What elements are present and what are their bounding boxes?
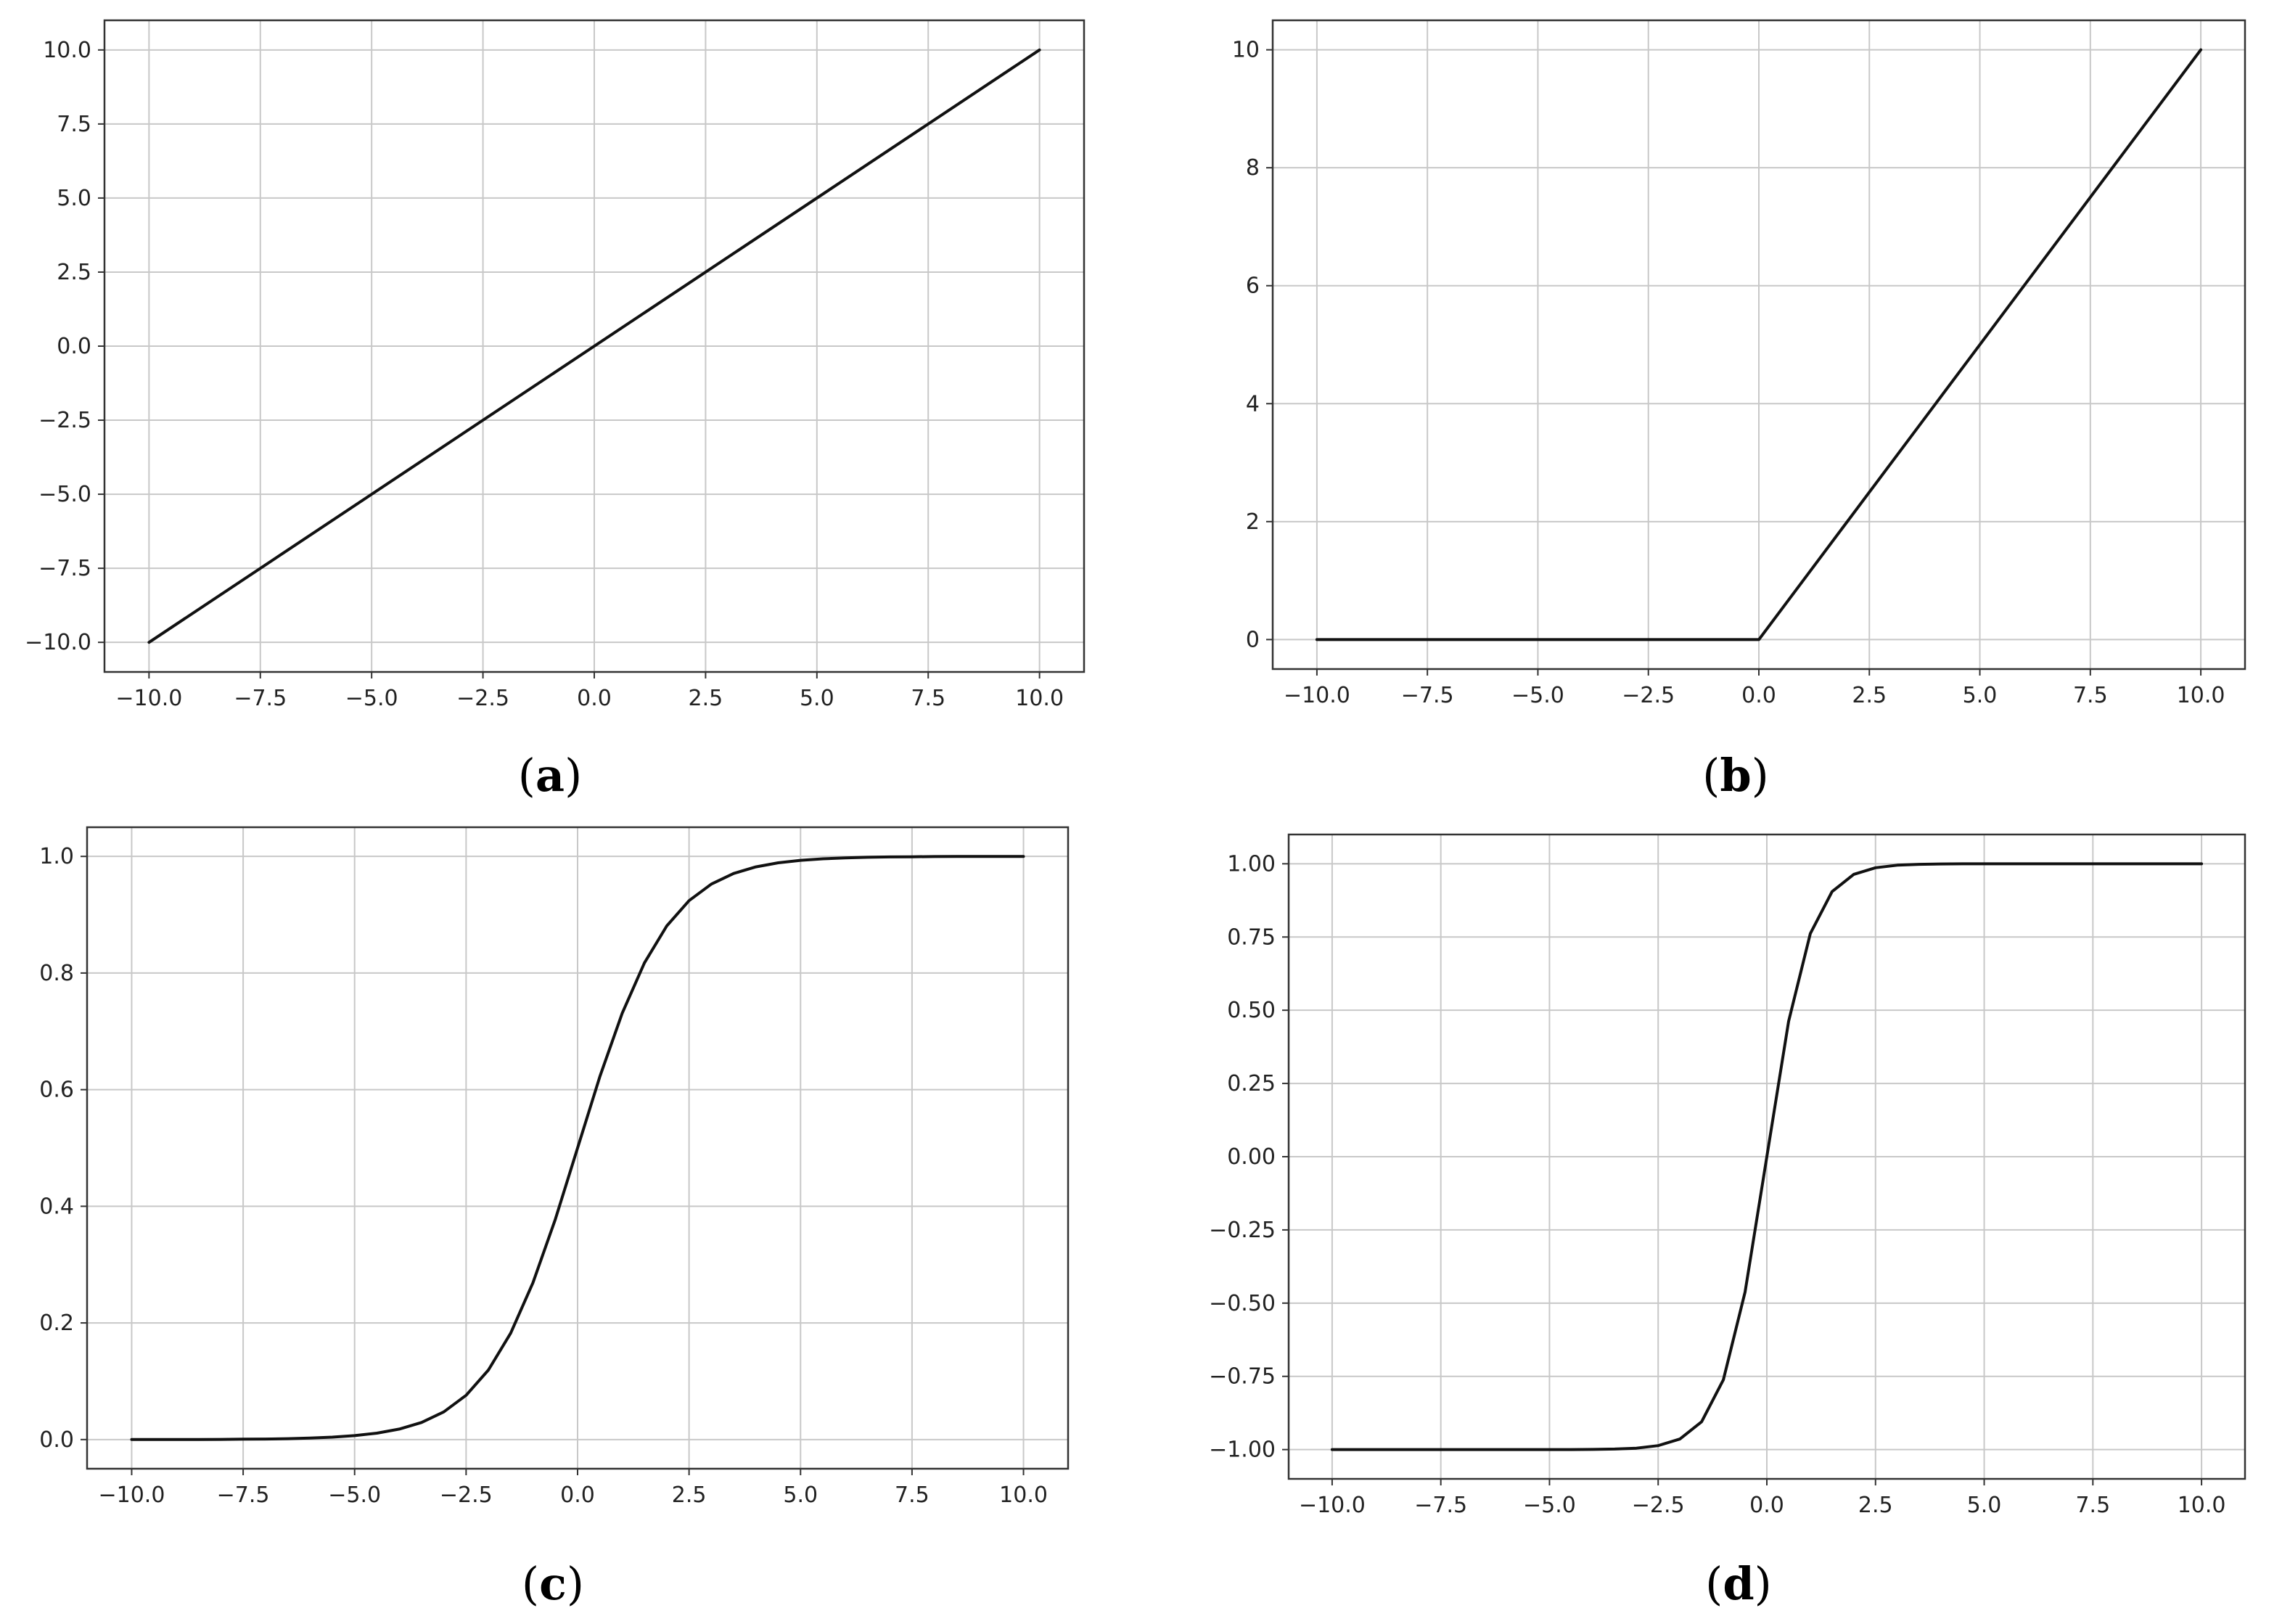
gridlines [87,827,1068,1469]
series-line [147,48,1041,644]
panel-label: (a) [518,749,583,802]
x-tick-label: 5.0 [1963,683,1998,708]
y-tick-label: 0.2 [39,1311,74,1336]
y-tick-label: 0.75 [1227,924,1276,950]
x-tick-label: −10.0 [1284,683,1350,708]
y-tick-label: −0.50 [1209,1291,1276,1316]
x-tick-label: −5.0 [328,1482,381,1508]
y-tick-label: 0.8 [39,961,74,986]
x-tick-label: 10.0 [2178,1493,2226,1518]
x-tick-label: −2.5 [440,1482,493,1508]
panel-letter: a [535,749,565,802]
panel-paren: ( [522,1557,539,1610]
y-tick-label: −5.0 [38,482,91,507]
y-tick-label: 0.4 [39,1194,74,1219]
panel-paren: ( [1705,1557,1723,1610]
panel-a: −10.0 −7.5 −5.0 −2.5 0.0 2.5 5.0 7.5 10.0 10.0 7.5… [25,19,1086,802]
y-tick-label: −10.0 [25,630,91,655]
y-tick-label: −7.5 [38,556,91,581]
y-tick-label: 2.5 [57,260,91,285]
y-tick-label: 0.25 [1227,1071,1276,1096]
x-tick-label: −10.0 [1299,1493,1366,1518]
x-tick-label: −7.5 [1414,1493,1467,1518]
y-tick-label: −0.75 [1209,1364,1276,1390]
x-tick-label: 5.0 [783,1482,818,1508]
y-tick-label: 0.0 [39,1427,74,1453]
y-tick-label: 4 [1246,391,1260,417]
x-tick-label: 2.5 [1858,1493,1893,1518]
series-line [1330,862,2204,1451]
series-line [1315,48,2203,641]
y-tick-label: 7.5 [57,112,91,137]
y-tick-label: 1.0 [39,844,74,869]
panel-paren: ( [518,749,535,802]
x-tick-label: −10.0 [98,1482,165,1508]
x-tick-label: 0.0 [577,686,612,711]
y-tick-label: 5.0 [57,186,91,211]
y-tick-label: −2.5 [38,408,91,433]
y-tick-label: 0.6 [39,1078,74,1103]
x-tick-label: −7.5 [234,686,287,711]
x-tick-label: 7.5 [2075,1493,2110,1518]
x-tick-label: 10.0 [999,1482,1048,1508]
x-tick-label: 2.5 [672,1482,707,1508]
x-tick-label: 7.5 [2073,683,2108,708]
panel-label: (b) [1702,749,1769,802]
y-tick-label: 10 [1232,38,1260,63]
panel-letter: b [1720,749,1751,802]
gridlines [1273,20,2245,669]
x-tick-label: −7.5 [217,1482,270,1508]
y-tick-label: 1.00 [1227,851,1276,877]
x-tick-label: −2.5 [1622,683,1675,708]
x-tick-label: 0.0 [1749,1493,1784,1518]
gridlines [1289,834,2245,1479]
x-tick-label: −10.0 [115,686,182,711]
x-tick-label: 7.5 [911,686,945,711]
panel-paren: ) [1755,1557,1772,1610]
y-tick-label: 6 [1246,274,1260,299]
panel-paren: ) [1752,749,1769,802]
x-tick-label: 10.0 [2177,683,2225,708]
x-tick-label: −7.5 [1401,683,1454,708]
panel-c: −10.0 −7.5 −5.0 −2.5 0.0 2.5 5.0 7.5 10.0 1.0 0.8 0… [39,826,1070,1610]
x-tick-label: 2.5 [1852,683,1887,708]
panel-letter: d [1723,1557,1754,1610]
y-tick-label: 0 [1246,627,1260,652]
panel-label: (d) [1705,1557,1772,1610]
x-tick-label: −5.0 [1511,683,1564,708]
y-tick-label: 0.00 [1227,1144,1276,1170]
panel-d: −10.0 −7.5 −5.0 −2.5 0.0 2.5 5.0 7.5 10.0 1.00 0.7… [1209,833,2246,1610]
y-tick-label: 8 [1246,155,1260,181]
panel-letter: c [539,1557,567,1610]
panel-paren: ) [567,1557,584,1610]
panel-b: −10.0 −7.5 −5.0 −2.5 0.0 2.5 5.0 7.5 10.0 10 8 6 4 2 0… [1232,19,2246,802]
x-tick-label: −2.5 [456,686,509,711]
x-tick-label: −2.5 [1632,1493,1685,1518]
x-tick-label: 7.5 [895,1482,929,1508]
x-tick-label: 5.0 [800,686,834,711]
x-tick-label: 2.5 [689,686,723,711]
panel-paren: ) [565,749,582,802]
y-tick-label: 0.0 [57,334,91,359]
y-tick-label: −0.25 [1209,1218,1276,1243]
x-tick-label: −5.0 [1523,1493,1576,1518]
x-tick-label: −5.0 [345,686,398,711]
y-tick-label: −1.00 [1209,1438,1276,1463]
y-tick-label: 10.0 [43,38,91,63]
x-tick-label: 10.0 [1015,686,1064,711]
series-line [130,855,1025,1441]
x-tick-label: 0.0 [1741,683,1776,708]
panel-label: (c) [522,1557,584,1610]
y-tick-label: 2 [1246,509,1260,535]
x-tick-label: 0.0 [560,1482,595,1508]
y-tick-label: 0.50 [1227,998,1276,1023]
x-tick-label: 5.0 [1967,1493,2002,1518]
panel-paren: ( [1702,749,1720,802]
